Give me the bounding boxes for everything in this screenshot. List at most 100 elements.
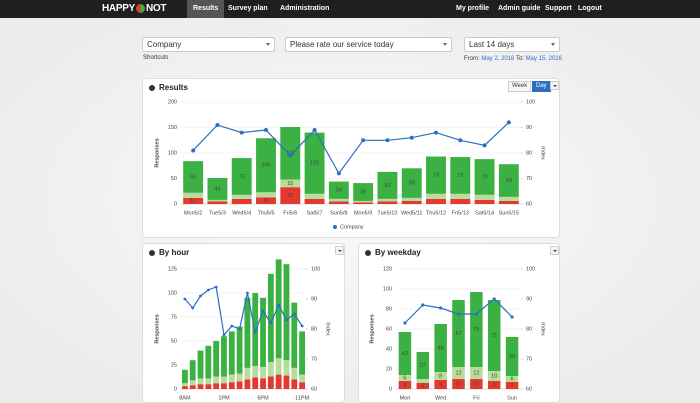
tab[interactable]: Results — [187, 0, 225, 18]
bar-segment — [231, 158, 252, 195]
data-label: 12 — [455, 370, 461, 376]
caret — [266, 43, 270, 46]
bar-segment — [304, 132, 325, 194]
nav-link[interactable]: Logout — [578, 5, 602, 12]
bar-segment — [260, 378, 266, 389]
toggle-button[interactable]: Day — [532, 81, 551, 92]
bar-segment — [189, 380, 196, 386]
data-label: 6 — [421, 383, 424, 389]
bar-segment — [401, 200, 422, 204]
data-label: 15 — [287, 181, 293, 187]
bar-segment — [353, 200, 374, 203]
line-point — [215, 122, 220, 127]
y-tick-label: 125 — [168, 266, 177, 272]
x-tick-label: 6PM — [257, 395, 269, 401]
bar-segment — [487, 300, 501, 371]
bar-segment — [377, 198, 398, 202]
line-point — [336, 171, 341, 176]
select[interactable]: Company — [142, 37, 275, 52]
data-label: 53 — [384, 183, 390, 189]
nav-link[interactable]: Admin guide — [498, 5, 541, 12]
y2-tick-label: 90 — [526, 125, 532, 131]
line-point — [456, 312, 461, 316]
line-point — [403, 321, 407, 325]
nav-link[interactable]: Support — [545, 5, 572, 12]
chart: 0 25 50 75 100 125 60 70 80 90 100 Responses Index 8A… — [154, 259, 331, 401]
menu-button[interactable] — [550, 81, 559, 90]
date-link[interactable]: May 15, 2016 — [525, 56, 562, 62]
bar-segment — [205, 345, 212, 379]
bar-segment — [228, 382, 235, 389]
bar-segment — [505, 376, 519, 382]
y2-axis-title: Index — [540, 146, 546, 160]
bar-segment — [244, 297, 251, 368]
x-tick-label: Wed — [435, 395, 446, 401]
x-tick-label: Fri — [473, 395, 479, 401]
bar-segment — [498, 200, 519, 204]
y2-tick-label: 90 — [526, 296, 532, 302]
data-label: 39 — [509, 354, 515, 360]
x-tick-label: Sat5/7 — [307, 210, 323, 216]
select[interactable]: Last 14 days — [464, 37, 560, 52]
bar-segment — [256, 192, 276, 198]
x-tick-label: Thu5/12 — [426, 210, 446, 216]
bar-segment — [299, 374, 306, 383]
shortcuts-link[interactable]: Shortcuts — [143, 55, 169, 61]
caret — [552, 84, 557, 87]
bar-segment — [470, 367, 483, 379]
y2-tick-label: 80 — [526, 150, 532, 156]
bar-segment — [207, 177, 228, 200]
legend-marker — [333, 225, 337, 229]
bar-segment — [434, 380, 447, 389]
line-point — [253, 330, 257, 334]
data-label: 8 — [403, 382, 406, 388]
bar-segment — [353, 183, 374, 201]
bar-segment — [416, 352, 430, 379]
bar-segment — [487, 381, 501, 389]
bar-segment — [398, 381, 412, 389]
bar-segment — [450, 198, 471, 204]
menu-button[interactable] — [550, 246, 559, 255]
line-point — [239, 130, 244, 135]
bar-segment — [280, 179, 301, 188]
data-label: 6 — [403, 375, 406, 381]
data-label: 33 — [287, 193, 293, 199]
logo[interactable]: HAPPY NOT — [102, 3, 166, 15]
line-point — [300, 324, 304, 328]
bar-segment — [291, 302, 298, 368]
line-point — [246, 291, 249, 295]
line-point — [482, 143, 487, 148]
bar-segment — [426, 198, 446, 204]
menu-button[interactable] — [335, 246, 344, 255]
x-tick-label: Fri5/6 — [283, 210, 297, 216]
nav-link[interactable]: My profile — [456, 5, 490, 12]
hour-panel: 0 25 50 75 100 125 60 70 80 90 100 Responses Index 8A… — [142, 243, 345, 403]
bar-segment — [377, 201, 398, 204]
tab[interactable]: Administration — [280, 5, 330, 12]
data-label: 7 — [511, 383, 514, 389]
date-link[interactable]: May 2, 2016 — [481, 56, 515, 62]
bar-segment — [260, 297, 266, 367]
bar-segment — [291, 367, 298, 380]
line-point — [206, 288, 210, 292]
data-label: 70 — [482, 174, 488, 180]
data-label: 71 — [491, 333, 497, 339]
select[interactable]: Please rate our service today — [285, 37, 452, 52]
y-tick-label: 80 — [386, 306, 392, 312]
bar-segment — [207, 199, 228, 202]
line-point — [421, 303, 425, 307]
y-tick-label: 0 — [174, 386, 177, 392]
y2-tick-label: 70 — [311, 356, 317, 362]
y2-axis-title: Index — [540, 322, 546, 336]
line-point — [492, 297, 496, 301]
bar-segment — [299, 382, 306, 389]
bar-segment — [236, 373, 243, 382]
tab[interactable]: Survey plan — [228, 5, 268, 12]
bar-segment — [228, 331, 235, 375]
bar-segment — [189, 385, 196, 389]
bar-segment — [181, 369, 188, 384]
bar-segment — [280, 187, 301, 204]
bar-segment — [474, 159, 495, 195]
toggle-button[interactable]: Week — [508, 81, 532, 92]
